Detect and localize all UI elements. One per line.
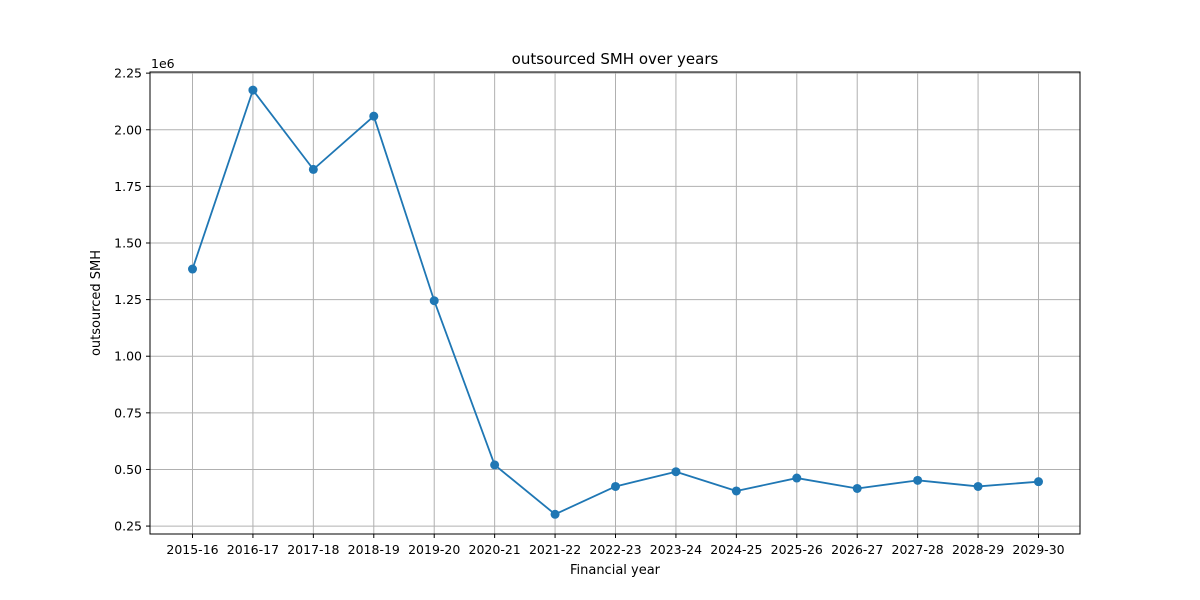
x-tick-label: 2020-21 bbox=[469, 542, 521, 557]
y-axis-label: outsourced SMH bbox=[89, 250, 104, 356]
data-point bbox=[852, 483, 862, 493]
data-point bbox=[611, 481, 620, 491]
y-tick-label: 0.50 bbox=[114, 462, 142, 477]
x-tick-label: 2025-26 bbox=[771, 542, 823, 557]
chart-title: outsourced SMH over years bbox=[512, 50, 719, 68]
x-tick-label: 2026-27 bbox=[831, 542, 883, 557]
data-point bbox=[369, 111, 379, 121]
data-point bbox=[308, 164, 318, 174]
x-axis: 2015-16 2016-17 2017-18 2018-19 2019-20 2020-… bbox=[166, 534, 1065, 557]
x-tick-label: 2022-23 bbox=[589, 542, 641, 557]
x-tick-label: 2029-30 bbox=[1012, 542, 1064, 557]
data-point bbox=[671, 467, 681, 477]
x-tick-label: 2023-24 bbox=[650, 542, 702, 557]
y-axis: 0.25 0.50 0.75 1.00 1.25 1.50 1.75 2.00 2.25 bbox=[114, 66, 150, 534]
x-tick-label: 2017-18 bbox=[287, 542, 339, 557]
y-tick-label: 1.50 bbox=[114, 235, 142, 250]
data-point bbox=[913, 475, 923, 485]
y-tick-label: 1.75 bbox=[114, 179, 142, 194]
y-tick-label: 2.25 bbox=[114, 66, 142, 81]
y-tick-label: 0.75 bbox=[114, 405, 142, 420]
series bbox=[188, 85, 1043, 519]
x-tick-label: 2028-29 bbox=[952, 542, 1004, 557]
x-tick-label: 2018-19 bbox=[348, 542, 400, 557]
data-point bbox=[490, 460, 500, 470]
grid bbox=[150, 72, 1080, 534]
x-tick-label: 2021-22 bbox=[529, 542, 581, 557]
y-tick-label: 1.00 bbox=[114, 349, 142, 364]
data-point bbox=[429, 296, 439, 306]
x-tick-label: 2015-16 bbox=[166, 542, 218, 557]
y-tick-label: 2.00 bbox=[114, 122, 142, 137]
x-tick-label: 2027-28 bbox=[892, 542, 944, 557]
data-point bbox=[792, 473, 802, 483]
data-point bbox=[731, 486, 741, 496]
data-point bbox=[1034, 477, 1043, 487]
x-axis-label: Financial year bbox=[570, 563, 661, 578]
data-point bbox=[188, 264, 197, 274]
data-point bbox=[550, 509, 560, 519]
x-tick-label: 2016-17 bbox=[227, 542, 279, 557]
y-tick-label: 1.25 bbox=[114, 292, 142, 307]
y-tick-label: 0.25 bbox=[114, 519, 142, 534]
data-point bbox=[973, 481, 983, 491]
x-tick-label: 2019-20 bbox=[408, 542, 460, 557]
data-point bbox=[248, 85, 258, 95]
x-tick-label: 2024-25 bbox=[710, 542, 762, 557]
y-axis-offset-label: 1e6 bbox=[151, 56, 175, 71]
